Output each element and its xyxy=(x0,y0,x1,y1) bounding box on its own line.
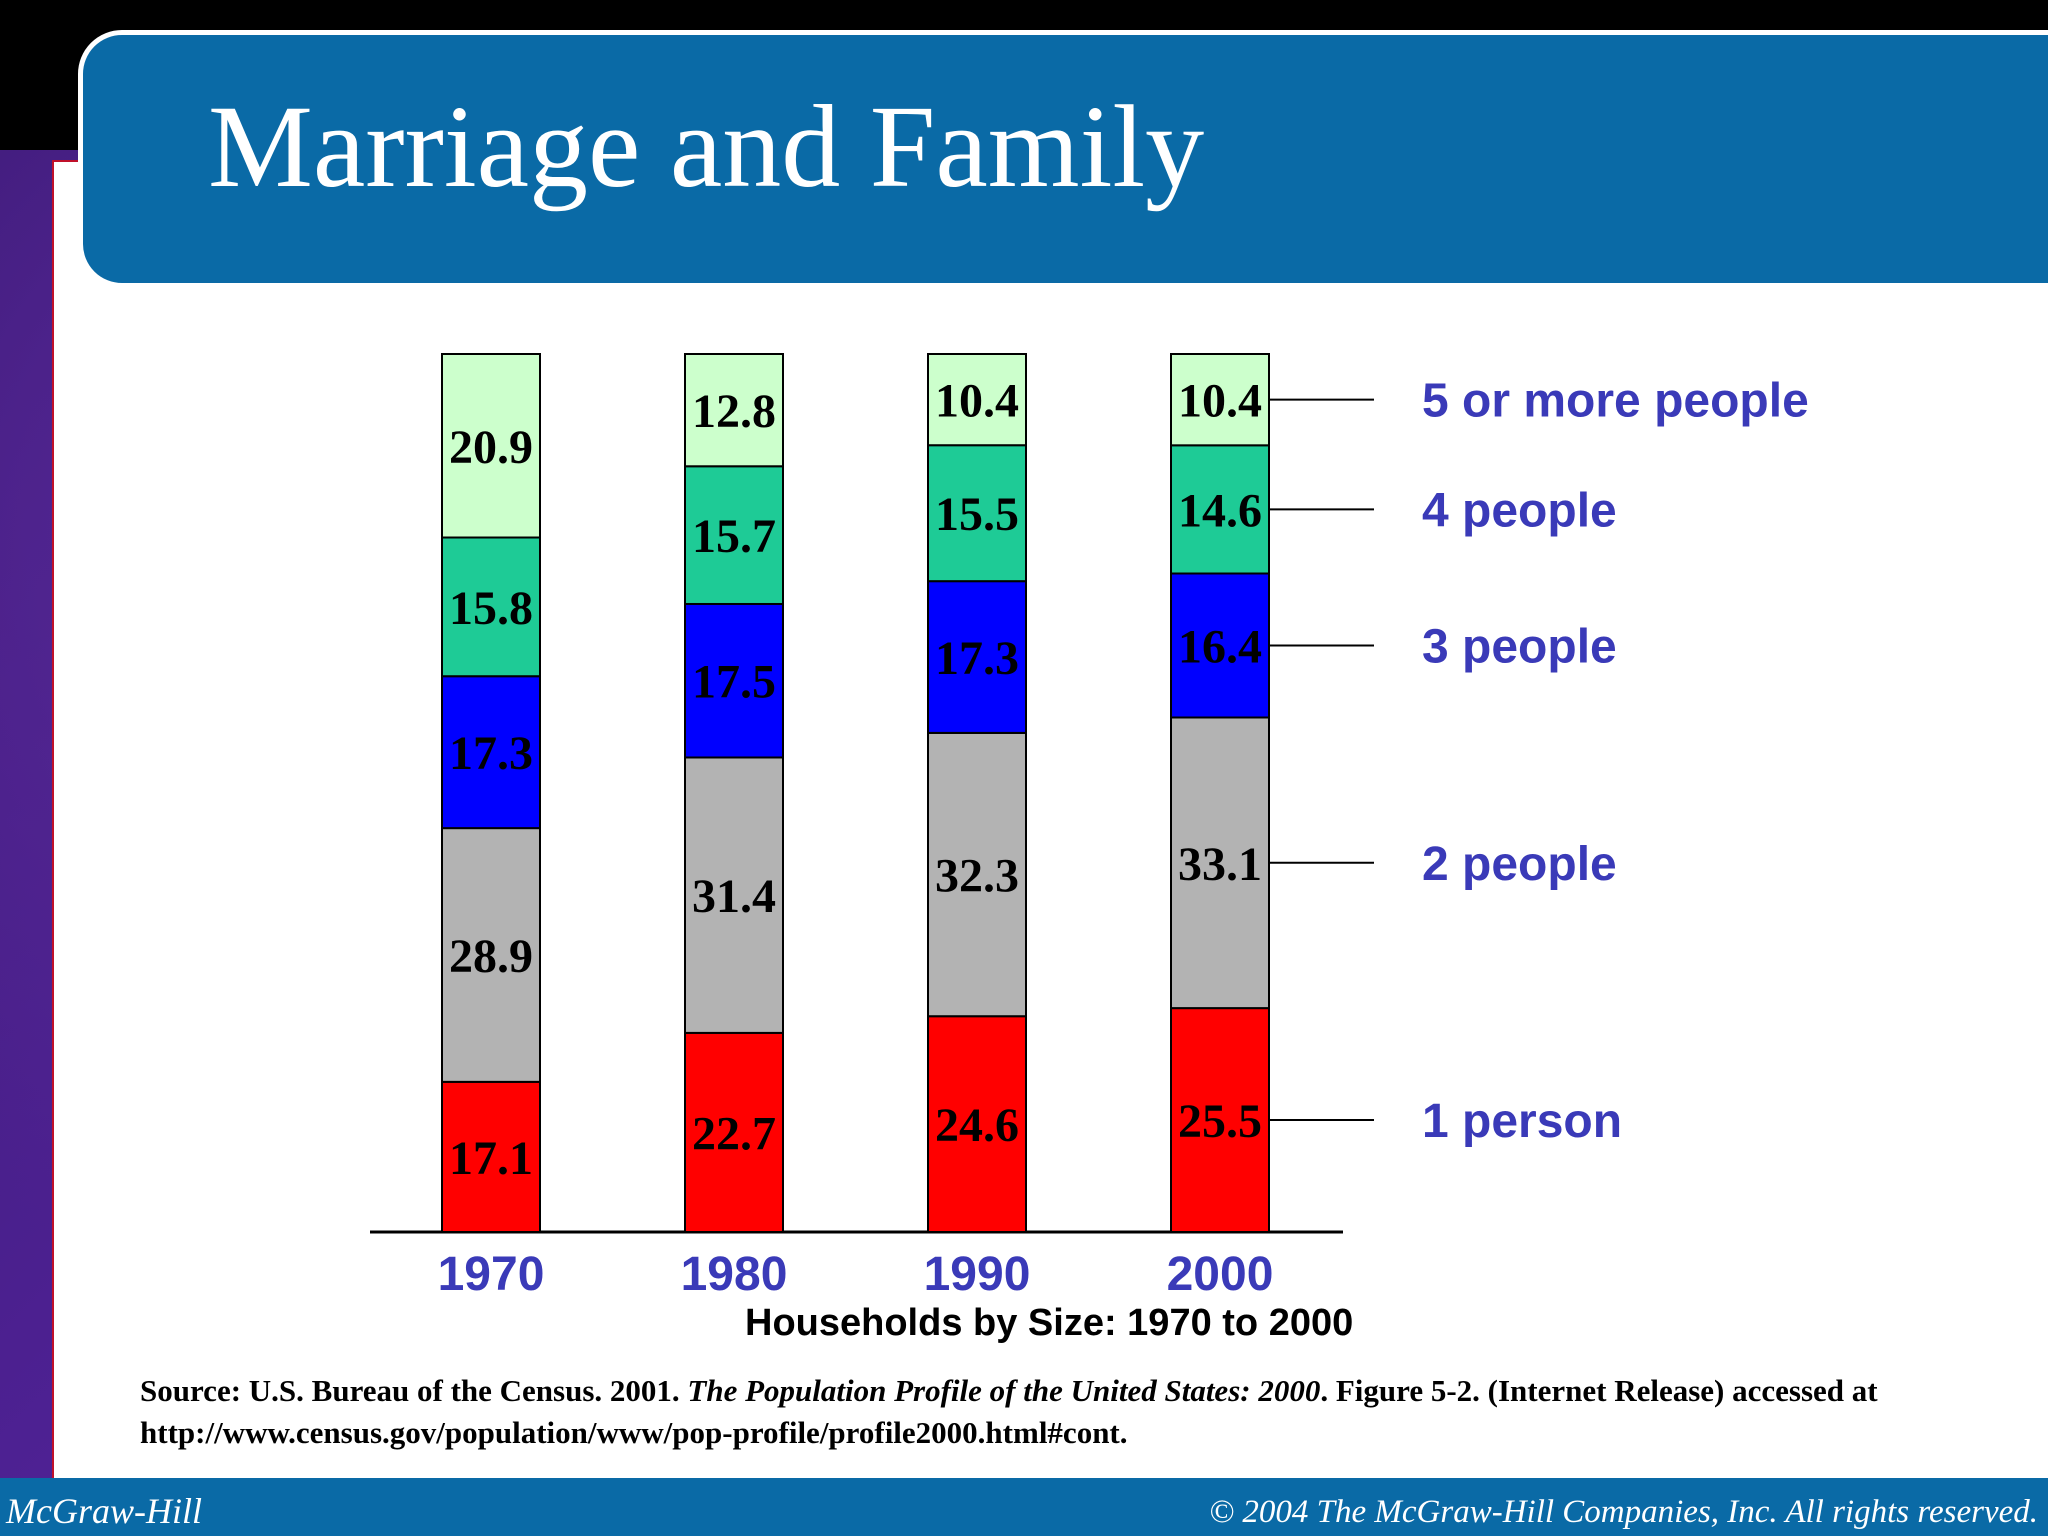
data-label: 31.4 xyxy=(692,870,776,923)
title-bar xyxy=(78,30,2048,288)
data-label: 17.3 xyxy=(449,727,533,780)
footer-publisher: McGraw-Hill xyxy=(6,1491,202,1531)
data-label: 15.8 xyxy=(449,582,533,635)
legend-label: 1 person xyxy=(1422,1095,1622,1148)
bar-segment xyxy=(1170,572,1270,719)
x-tick-label: 1990 xyxy=(924,1248,1031,1300)
legend-label: 5 or more people xyxy=(1422,375,1809,428)
source-citation: Source: U.S. Bureau of the Census. 2001.… xyxy=(140,1370,2020,1454)
data-label: 12.8 xyxy=(692,385,776,438)
bar-segment xyxy=(1170,444,1270,575)
source-suffix: . Figure 5-2. (Internet Release) accesse… xyxy=(140,1373,1878,1450)
chart-title: Households by Size: 1970 to 2000 xyxy=(745,1302,1354,1344)
source-publication-title: The Population Profile of the United Sta… xyxy=(687,1373,1321,1408)
data-label: 32.3 xyxy=(935,850,1019,903)
legend-label: 2 people xyxy=(1422,838,1617,891)
bar-segment xyxy=(441,536,541,678)
data-label: 14.6 xyxy=(1178,484,1262,537)
data-label: 33.1 xyxy=(1178,838,1262,891)
legend-label: 3 people xyxy=(1422,620,1617,673)
x-tick-label: 2000 xyxy=(1167,1248,1274,1300)
bar-segment xyxy=(927,580,1027,734)
footer-copyright: © 2004 The McGraw-Hill Companies, Inc. A… xyxy=(1209,1494,2038,1530)
data-label: 28.9 xyxy=(449,930,533,983)
legend-label: 4 people xyxy=(1422,484,1617,537)
page-title: Marriage and Family xyxy=(208,81,1205,212)
data-label: 17.1 xyxy=(449,1132,533,1185)
bar-segment xyxy=(1170,1007,1270,1233)
bar-segment xyxy=(684,602,784,759)
bar-segment xyxy=(927,731,1027,1018)
bar-segment xyxy=(927,353,1027,447)
bar-segment xyxy=(927,1015,1027,1234)
data-label: 17.5 xyxy=(692,656,776,709)
data-label: 22.7 xyxy=(692,1107,776,1160)
bar-segment xyxy=(441,353,541,539)
data-label: 20.9 xyxy=(449,421,533,474)
bar-segment xyxy=(684,465,784,605)
data-label: 17.3 xyxy=(935,632,1019,685)
data-label: 15.5 xyxy=(935,488,1019,541)
stacked-bar-chart: 17.1 28.9 17.3 15.8 20.9 1970 22.7 31.4 17.5 15.7… xyxy=(370,353,1809,1300)
footer-bar xyxy=(0,1478,2048,1536)
data-label: 10.4 xyxy=(935,375,1019,428)
source-prefix: Source: U.S. Bureau of the Census. 2001. xyxy=(140,1373,688,1408)
bar-segment xyxy=(684,1031,784,1233)
data-label: 16.4 xyxy=(1178,620,1262,673)
bar-segment xyxy=(1170,716,1270,1010)
x-tick-label: 1980 xyxy=(681,1248,788,1300)
bar-segment xyxy=(927,444,1027,583)
content-area xyxy=(100,150,2048,1480)
data-label: 15.7 xyxy=(692,510,776,563)
data-label: 25.5 xyxy=(1178,1095,1262,1148)
data-label: 24.6 xyxy=(935,1099,1019,1152)
bar-segment xyxy=(684,353,784,468)
x-tick-label: 1970 xyxy=(438,1248,545,1300)
data-label: 10.4 xyxy=(1178,375,1262,428)
bar-segment xyxy=(684,756,784,1034)
bar-segment xyxy=(1170,353,1270,447)
